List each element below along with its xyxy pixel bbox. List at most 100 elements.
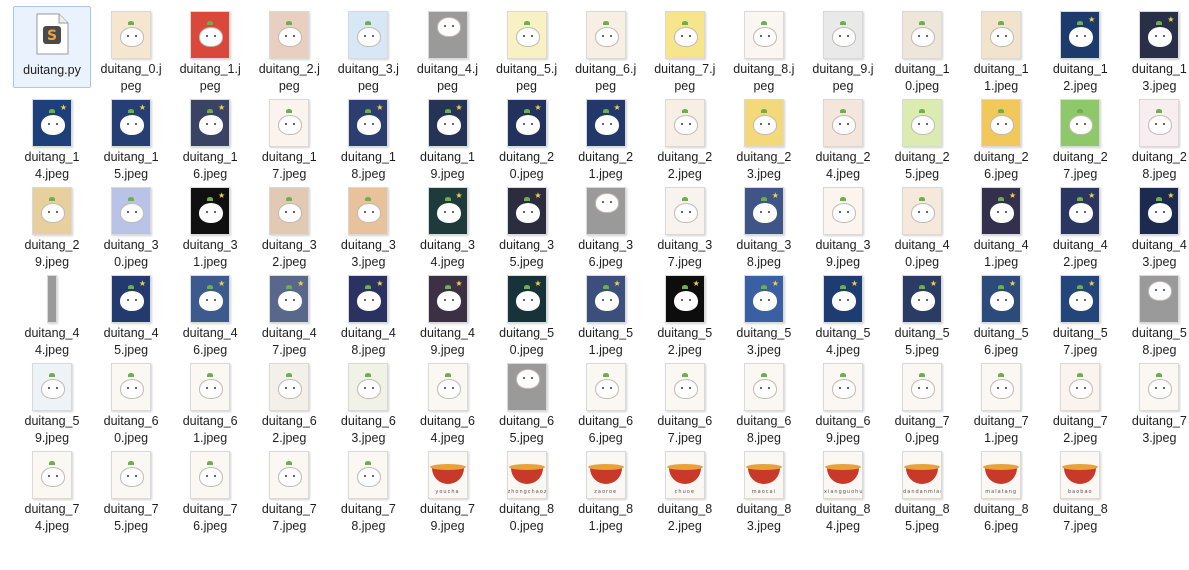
file-item[interactable]: youcha duitang_7 9.jpeg bbox=[409, 446, 487, 533]
file-item[interactable]: duitang_1.j peg bbox=[171, 6, 249, 93]
file-item[interactable]: ★ duitang_5 5.jpeg bbox=[883, 270, 961, 357]
file-item[interactable]: duitang_9.j peg bbox=[804, 6, 882, 93]
file-item[interactable]: duitang_7 0.jpeg bbox=[883, 358, 961, 445]
file-item[interactable]: duitang_5 9.jpeg bbox=[13, 358, 91, 445]
file-item[interactable]: duitang_6 9.jpeg bbox=[804, 358, 882, 445]
file-item[interactable]: duitang_2 7.jpeg bbox=[1041, 94, 1119, 181]
file-name-line-2: 4.jpeg bbox=[430, 431, 465, 445]
file-item[interactable]: duitang_6 2.jpeg bbox=[250, 358, 328, 445]
file-item[interactable]: ★ duitang_1 3.jpeg bbox=[1120, 6, 1189, 93]
file-name-line-1: duitang_5 bbox=[736, 326, 792, 340]
file-item[interactable]: ★ duitang_4 5.jpeg bbox=[92, 270, 170, 357]
file-item[interactable]: duitang_6 4.jpeg bbox=[409, 358, 487, 445]
file-item[interactable]: ★ duitang_1 9.jpeg bbox=[409, 94, 487, 181]
file-item[interactable]: dandanmian duitang_8 5.jpeg bbox=[883, 446, 961, 533]
file-item[interactable]: duitang_2 4.jpeg bbox=[804, 94, 882, 181]
file-item[interactable]: duitang_1 7.jpeg bbox=[250, 94, 328, 181]
file-item[interactable]: duitang_7 2.jpeg bbox=[1041, 358, 1119, 445]
file-item[interactable]: ★ duitang_5 1.jpeg bbox=[567, 270, 645, 357]
file-item[interactable]: malatang duitang_8 6.jpeg bbox=[962, 446, 1040, 533]
file-name-line-1: duitang_7 bbox=[261, 502, 317, 516]
file-item[interactable]: duitang_7 3.jpeg bbox=[1120, 358, 1189, 445]
file-item[interactable]: duitang_3 3.jpeg bbox=[329, 182, 407, 269]
file-item[interactable]: ★ duitang_3 4.jpeg bbox=[409, 182, 487, 269]
file-item[interactable]: duitang_7 4.jpeg bbox=[13, 446, 91, 533]
file-item[interactable]: ★ duitang_5 4.jpeg bbox=[804, 270, 882, 357]
file-item[interactable]: duitang_7 7.jpeg bbox=[250, 446, 328, 533]
file-item[interactable]: ★ duitang_5 3.jpeg bbox=[725, 270, 803, 357]
file-item[interactable]: duitang_8.j peg bbox=[725, 6, 803, 93]
thumbnail-caption: zhongchaoze bbox=[507, 489, 546, 495]
file-name-line-1: duitang_8 bbox=[973, 502, 1029, 516]
file-item[interactable]: baobao duitang_8 7.jpeg bbox=[1041, 446, 1119, 533]
file-name-line-2: 3.jpeg bbox=[746, 519, 781, 533]
file-name-line-1: duitang_7 bbox=[182, 502, 238, 516]
file-item[interactable]: ★ duitang_2 0.jpeg bbox=[488, 94, 566, 181]
file-item[interactable]: duitang_6 7.jpeg bbox=[646, 358, 724, 445]
file-item[interactable]: duitang_1 0.jpeg bbox=[883, 6, 961, 93]
file-item[interactable]: duitang_6 6.jpeg bbox=[567, 358, 645, 445]
file-item[interactable]: duitang_3.j peg bbox=[329, 6, 407, 93]
file-item[interactable]: duitang_7 8.jpeg bbox=[329, 446, 407, 533]
file-item[interactable]: duitang_2 2.jpeg bbox=[646, 94, 724, 181]
file-item[interactable]: ★ duitang_1 5.jpeg bbox=[92, 94, 170, 181]
file-item[interactable]: duitang_2 3.jpeg bbox=[725, 94, 803, 181]
image-thumbnail bbox=[585, 11, 626, 59]
file-item[interactable]: ★ duitang_4 2.jpeg bbox=[1041, 182, 1119, 269]
file-item[interactable]: duitang_6 8.jpeg bbox=[725, 358, 803, 445]
file-item[interactable]: ★ duitang_3 8.jpeg bbox=[725, 182, 803, 269]
file-item[interactable]: ★ duitang_1 4.jpeg bbox=[13, 94, 91, 181]
file-item[interactable]: duitang_4.j peg bbox=[409, 6, 487, 93]
file-item[interactable]: ★ duitang_1 8.jpeg bbox=[329, 94, 407, 181]
file-item[interactable]: duitang_6 3.jpeg bbox=[329, 358, 407, 445]
file-item[interactable]: duitang_2 8.jpeg bbox=[1120, 94, 1189, 181]
file-item[interactable]: duitang_0.j peg bbox=[92, 6, 170, 93]
file-item[interactable]: duitang_7 5.jpeg bbox=[92, 446, 170, 533]
file-item[interactable]: duitang_3 9.jpeg bbox=[804, 182, 882, 269]
file-item[interactable]: chuoe duitang_8 2.jpeg bbox=[646, 446, 724, 533]
file-item[interactable]: duitang_3 2.jpeg bbox=[250, 182, 328, 269]
file-item[interactable]: duitang_4 4.jpeg bbox=[13, 270, 91, 357]
file-item[interactable]: duitang_2 6.jpeg bbox=[962, 94, 1040, 181]
file-item[interactable]: ★ duitang_5 0.jpeg bbox=[488, 270, 566, 357]
file-item[interactable]: ★ duitang_4 1.jpeg bbox=[962, 182, 1040, 269]
file-item[interactable]: duitang_2 5.jpeg bbox=[883, 94, 961, 181]
file-item[interactable]: ★ duitang_1 2.jpeg bbox=[1041, 6, 1119, 93]
file-item[interactable]: duitang_4 0.jpeg bbox=[883, 182, 961, 269]
file-item[interactable]: ★ duitang_4 9.jpeg bbox=[409, 270, 487, 357]
file-item[interactable]: duitang_5.j peg bbox=[488, 6, 566, 93]
file-item[interactable]: duitang_2 9.jpeg bbox=[13, 182, 91, 269]
file-item[interactable]: ★ duitang_3 1.jpeg bbox=[171, 182, 249, 269]
file-item[interactable]: duitang_1 1.jpeg bbox=[962, 6, 1040, 93]
file-item[interactable]: duitang_6 1.jpeg bbox=[171, 358, 249, 445]
file-item[interactable]: ★ duitang_1 6.jpeg bbox=[171, 94, 249, 181]
file-item[interactable]: duitang_6 0.jpeg bbox=[92, 358, 170, 445]
file-item[interactable]: xiangguohuozu duitang_8 4.jpeg bbox=[804, 446, 882, 533]
file-item[interactable]: zhongchaoze duitang_8 0.jpeg bbox=[488, 446, 566, 533]
file-item[interactable]: ★ duitang_4 3.jpeg bbox=[1120, 182, 1189, 269]
file-name-line-1: duitang_8.j bbox=[733, 62, 795, 76]
file-item[interactable]: ★ duitang_4 8.jpeg bbox=[329, 270, 407, 357]
file-item[interactable]: duitang_2.j peg bbox=[250, 6, 328, 93]
file-item[interactable]: duitang_5 8.jpeg bbox=[1120, 270, 1189, 357]
file-item[interactable]: ★ duitang_4 7.jpeg bbox=[250, 270, 328, 357]
file-item[interactable]: maocai duitang_8 3.jpeg bbox=[725, 446, 803, 533]
file-item[interactable]: duitang_7 1.jpeg bbox=[962, 358, 1040, 445]
file-item[interactable]: duitang_3 0.jpeg bbox=[92, 182, 170, 269]
file-item[interactable]: ★ duitang_2 1.jpeg bbox=[567, 94, 645, 181]
file-item[interactable]: duitang_7 6.jpeg bbox=[171, 446, 249, 533]
file-item[interactable]: ★ duitang_5 6.jpeg bbox=[962, 270, 1040, 357]
file-item[interactable]: zaoroe duitang_8 1.jpeg bbox=[567, 446, 645, 533]
file-item[interactable]: ★ duitang_5 2.jpeg bbox=[646, 270, 724, 357]
file-item[interactable]: duitang_7.j peg bbox=[646, 6, 724, 93]
file-item[interactable]: ★ duitang_3 5.jpeg bbox=[488, 182, 566, 269]
file-item[interactable]: duitang_6.j peg bbox=[567, 6, 645, 93]
file-item[interactable]: duitang_6 5.jpeg bbox=[488, 358, 566, 445]
file-item[interactable]: ★ duitang_5 7.jpeg bbox=[1041, 270, 1119, 357]
file-item[interactable]: ★ duitang_4 6.jpeg bbox=[171, 270, 249, 357]
file-name-label: duitang_1 9.jpeg bbox=[409, 149, 487, 183]
file-name-line-1: duitang_2 bbox=[578, 150, 634, 164]
file-item[interactable]: duitang_3 6.jpeg bbox=[567, 182, 645, 269]
file-item[interactable]: duitang_3 7.jpeg bbox=[646, 182, 724, 269]
